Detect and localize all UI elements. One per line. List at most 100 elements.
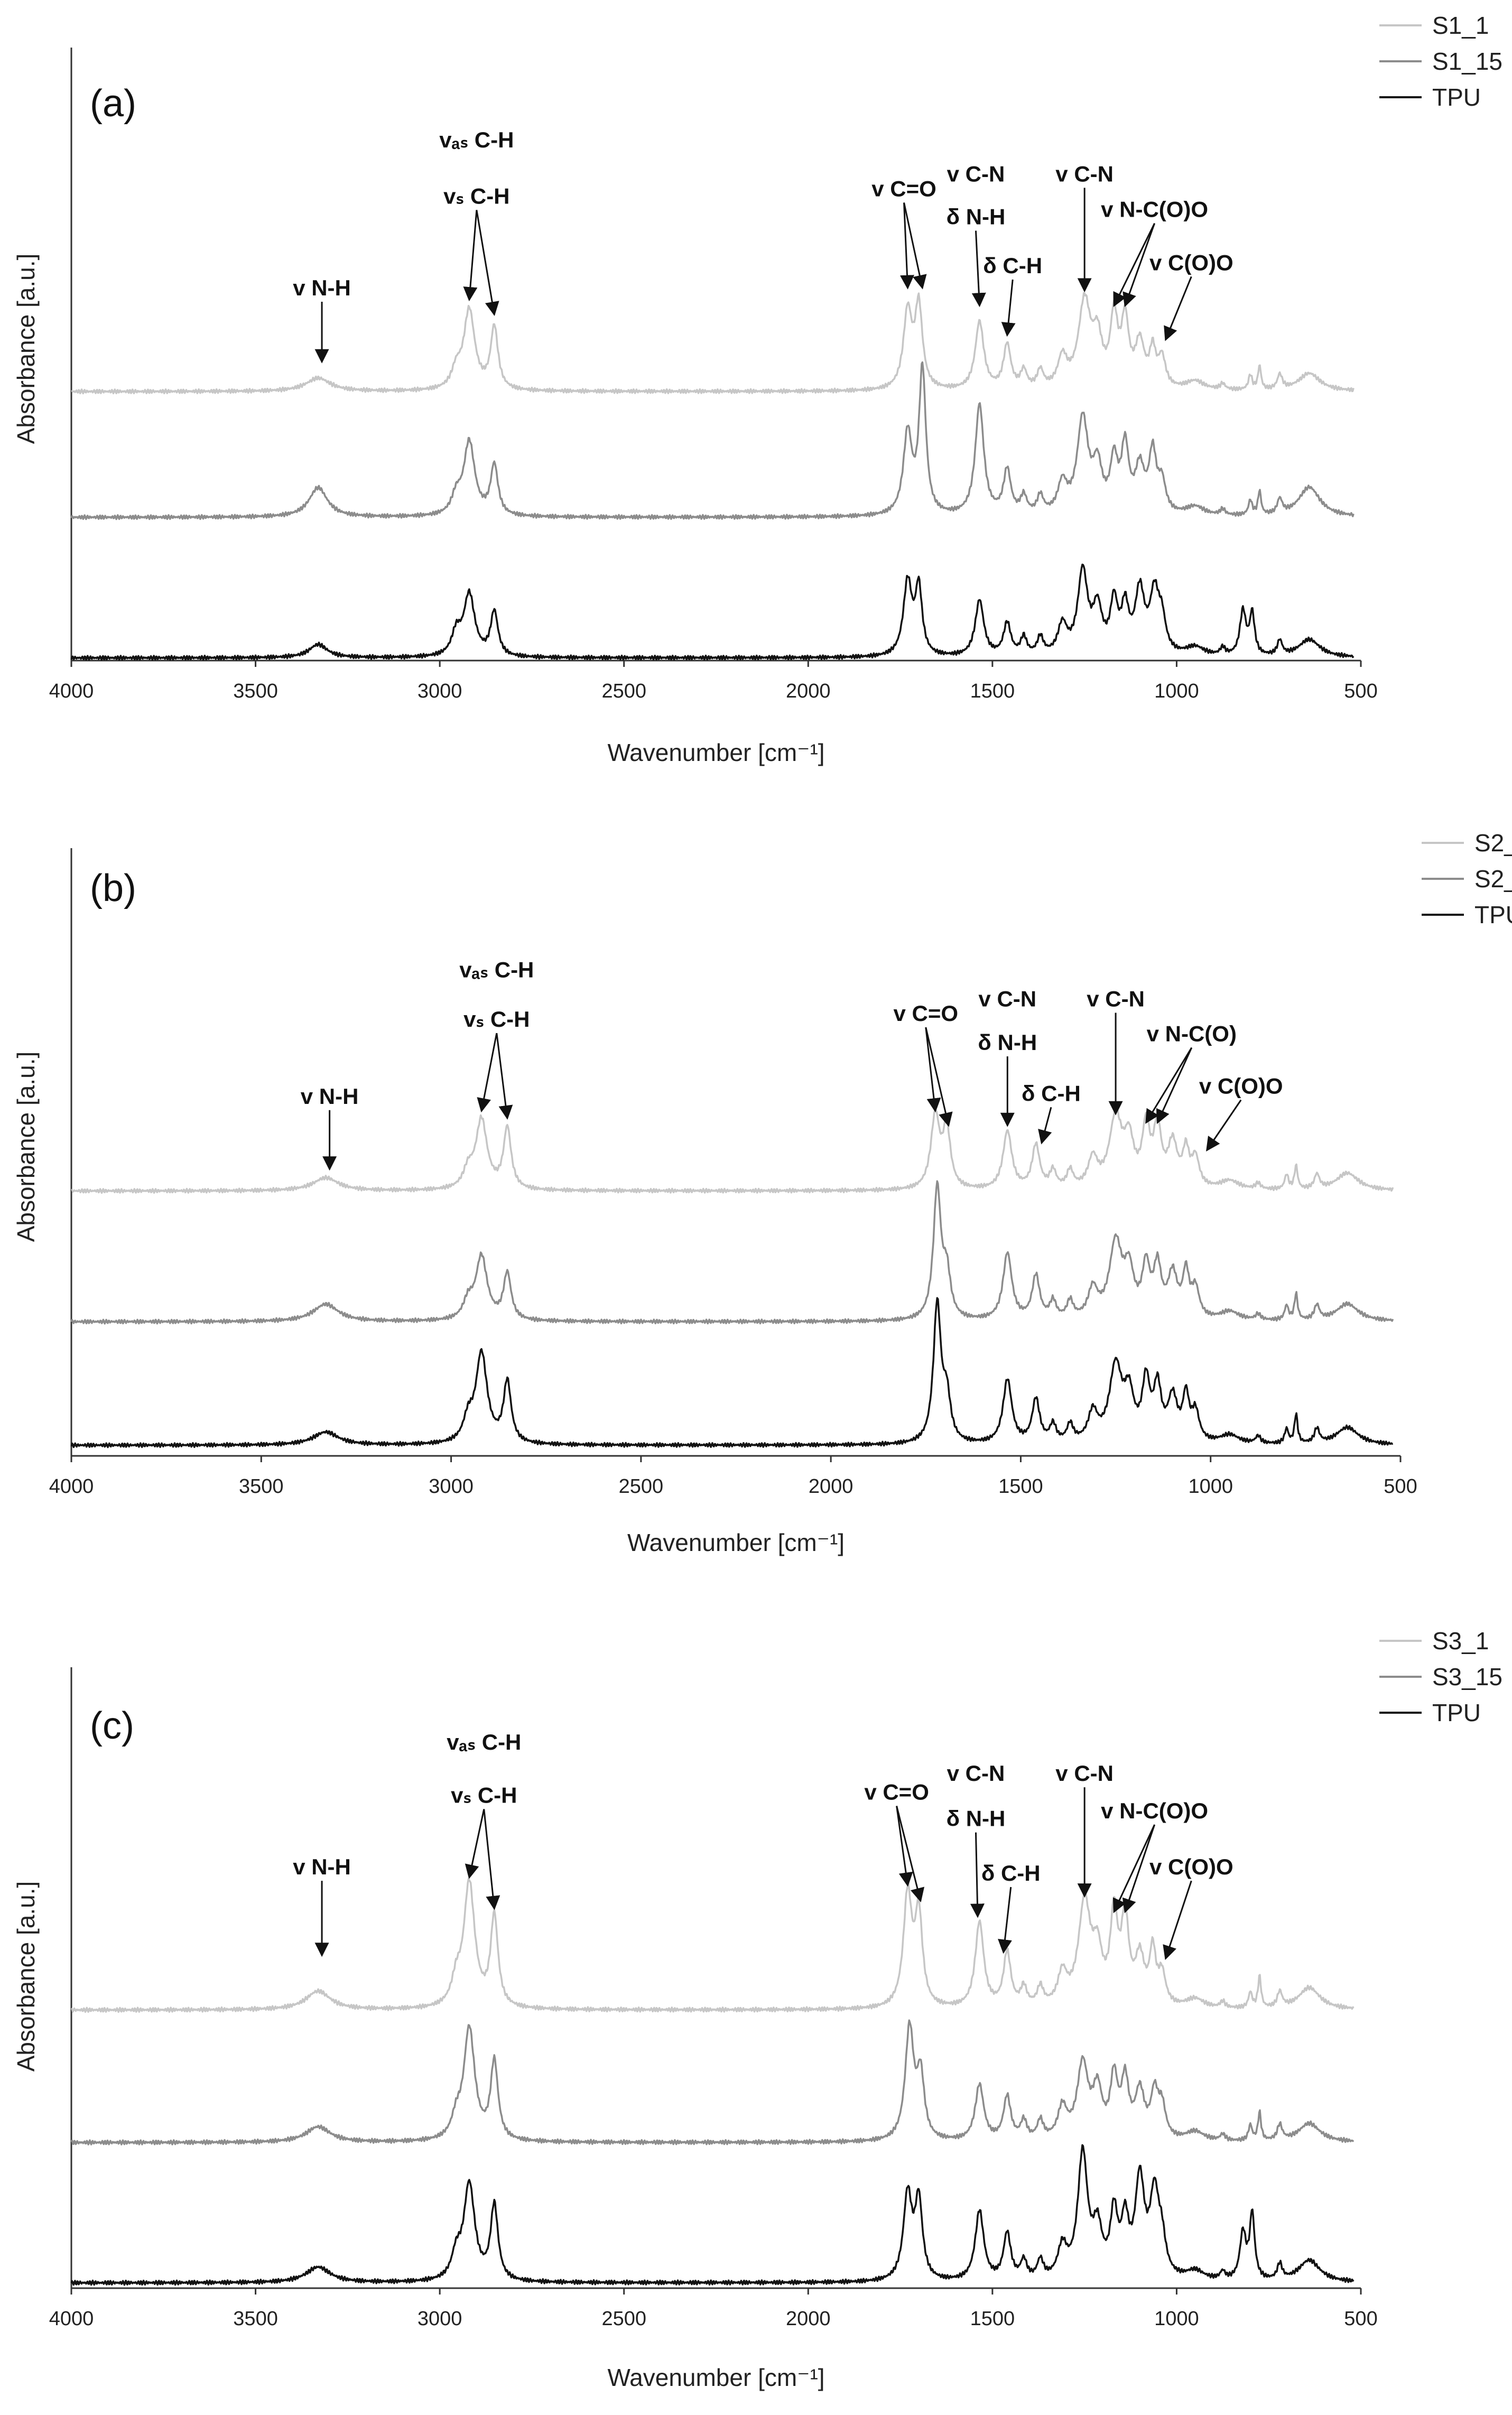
legend-entry: TPU [1474, 901, 1512, 928]
x-tick-label: 1500 [998, 1475, 1043, 1498]
x-axis-label: Wavenumber [cm⁻¹] [607, 2364, 824, 2391]
annotation-arrow [899, 202, 914, 290]
annotation-arrow [1001, 279, 1016, 337]
legend-entry: S3_1 [1432, 1627, 1489, 1655]
x-tick-label: 4000 [49, 1475, 94, 1498]
annotation-arrow [1145, 1047, 1193, 1124]
legend-entry: S2_15 [1474, 865, 1512, 893]
peak-annotation: v C(O)O [1149, 1854, 1233, 1879]
peak-annotation: v N-H [301, 1084, 359, 1109]
x-tick-label: 1000 [1188, 1475, 1233, 1498]
peak-annotation: v N-C(O)O [1101, 1798, 1208, 1823]
x-tick-label: 500 [1344, 680, 1377, 702]
legend-entry: S1_1 [1432, 12, 1489, 39]
annotation-arrow [970, 1832, 985, 1918]
annotation-arrow [1038, 1107, 1052, 1145]
peak-annotation: δ N-H [947, 1806, 1006, 1831]
x-tick-label: 4000 [49, 680, 94, 702]
x-tick-label: 1500 [970, 2308, 1015, 2330]
y-axis-label: Absorbance [a.u.] [12, 1881, 40, 2072]
spectrum-tpu [70, 1297, 1394, 1448]
panel-label: (a) [90, 82, 136, 125]
peak-annotation: v C-N [947, 1761, 1005, 1786]
peak-annotation: v C-N [1055, 1761, 1114, 1786]
peak-annotation: vₛ C-H [451, 1782, 517, 1807]
spectrum-s2-1 [71, 1108, 1394, 1194]
panel-label: (c) [90, 1705, 134, 1747]
legend-entry: S1_15 [1432, 48, 1502, 75]
peak-annotation: v N-C(O) [1147, 1021, 1237, 1046]
peak-annotation: v N-H [293, 275, 351, 300]
x-tick-label: 2000 [809, 1475, 854, 1498]
spectrum-s1-15 [70, 361, 1355, 521]
annotation-arrow [1123, 223, 1156, 308]
peak-annotation: v C-N [978, 987, 1036, 1011]
chart-panel-b: 4000 3500 3000 2500 2000 1500 1000 500 Wavenumbe… [12, 829, 1512, 1556]
spectrum-s2-15 [70, 1180, 1394, 1325]
peak-annotation: δ N-H [947, 205, 1006, 229]
annotation-arrow [1164, 276, 1192, 341]
x-tick-label: 2500 [601, 680, 646, 702]
spectrum-s3-15 [70, 2019, 1355, 2145]
x-axis-label: Wavenumber [cm⁻¹] [627, 1529, 845, 1556]
peak-annotation: vₛ C-H [443, 183, 509, 208]
x-tick-label: 3000 [418, 680, 462, 702]
x-tick-label: 3000 [429, 1475, 474, 1498]
x-tick-label: 2000 [786, 2308, 831, 2330]
x-tick-label: 4000 [49, 2308, 94, 2330]
annotation-arrow [971, 230, 986, 308]
annotation-arrow [1206, 1099, 1242, 1151]
peak-annotation: vₐₛ C-H [439, 127, 514, 152]
x-tick-label: 1500 [970, 680, 1015, 702]
annotation-arrow [1122, 1824, 1156, 1914]
x-tick-label: 500 [1384, 1475, 1417, 1498]
x-tick-label: 2500 [601, 2308, 646, 2330]
panel-label: (b) [90, 867, 136, 909]
annotation-arrow [903, 202, 927, 290]
x-tick-label: 2500 [619, 1475, 664, 1498]
annotation-arrow [483, 1809, 500, 1910]
x-axis-label: Wavenumber [cm⁻¹] [607, 739, 824, 766]
annotation-arrow [925, 1027, 953, 1127]
peak-annotation: v C(O)O [1199, 1074, 1283, 1099]
peak-annotation: v C=O [864, 1780, 929, 1805]
x-tick-label: 500 [1344, 2308, 1377, 2330]
peak-annotation: v C=O [871, 176, 936, 201]
annotation-arrow [1156, 1047, 1193, 1124]
annotation-arrow [477, 1033, 498, 1113]
peak-annotation: v C(O)O [1149, 250, 1233, 275]
annotation-arrow [896, 1806, 925, 1902]
peak-annotation: v C=O [894, 1001, 959, 1026]
annotation-arrow [1112, 1824, 1155, 1914]
legend-entry: TPU [1432, 1699, 1481, 1726]
peak-annotation: v C-N [1087, 987, 1145, 1011]
peak-annotation: v C-N [947, 161, 1005, 186]
spectrum-s1-1 [71, 292, 1355, 395]
annotation-arrow [496, 1033, 513, 1120]
annotation-arrow [476, 210, 499, 317]
peak-annotation: δ C-H [981, 1861, 1041, 1885]
peak-annotation: v N-C(O)O [1101, 197, 1208, 222]
annotation-arrow [896, 1806, 913, 1887]
annotation-arrow [463, 210, 478, 302]
x-tick-label: 1000 [1154, 680, 1199, 702]
peak-annotation: v C-N [1055, 161, 1114, 186]
legend-entry: TPU [1432, 83, 1481, 111]
x-tick-label: 1000 [1154, 2308, 1199, 2330]
peak-annotation: vₐₛ C-H [459, 958, 534, 982]
spectrum-tpu [70, 2144, 1355, 2286]
peak-annotation: δ N-H [978, 1030, 1037, 1055]
chart-panel-c: 4000 3500 3000 2500 2000 1500 1000 500 Wavenumbe… [12, 1627, 1502, 2391]
peak-annotation: δ C-H [1022, 1081, 1081, 1106]
peak-annotation: vₐₛ C-H [447, 1730, 521, 1754]
spectrum-tpu [70, 563, 1355, 661]
y-axis-label: Absorbance [a.u.] [12, 254, 40, 444]
x-tick-label: 3500 [239, 1475, 284, 1498]
chart-panel-a: 4000 3500 3000 2500 2000 1500 1000 500 Wavenumbe… [12, 12, 1502, 766]
x-tick-label: 3000 [418, 2308, 462, 2330]
x-tick-label: 3500 [233, 680, 278, 702]
annotation-arrow [998, 1887, 1012, 1954]
annotation-arrow [1163, 1880, 1192, 1960]
